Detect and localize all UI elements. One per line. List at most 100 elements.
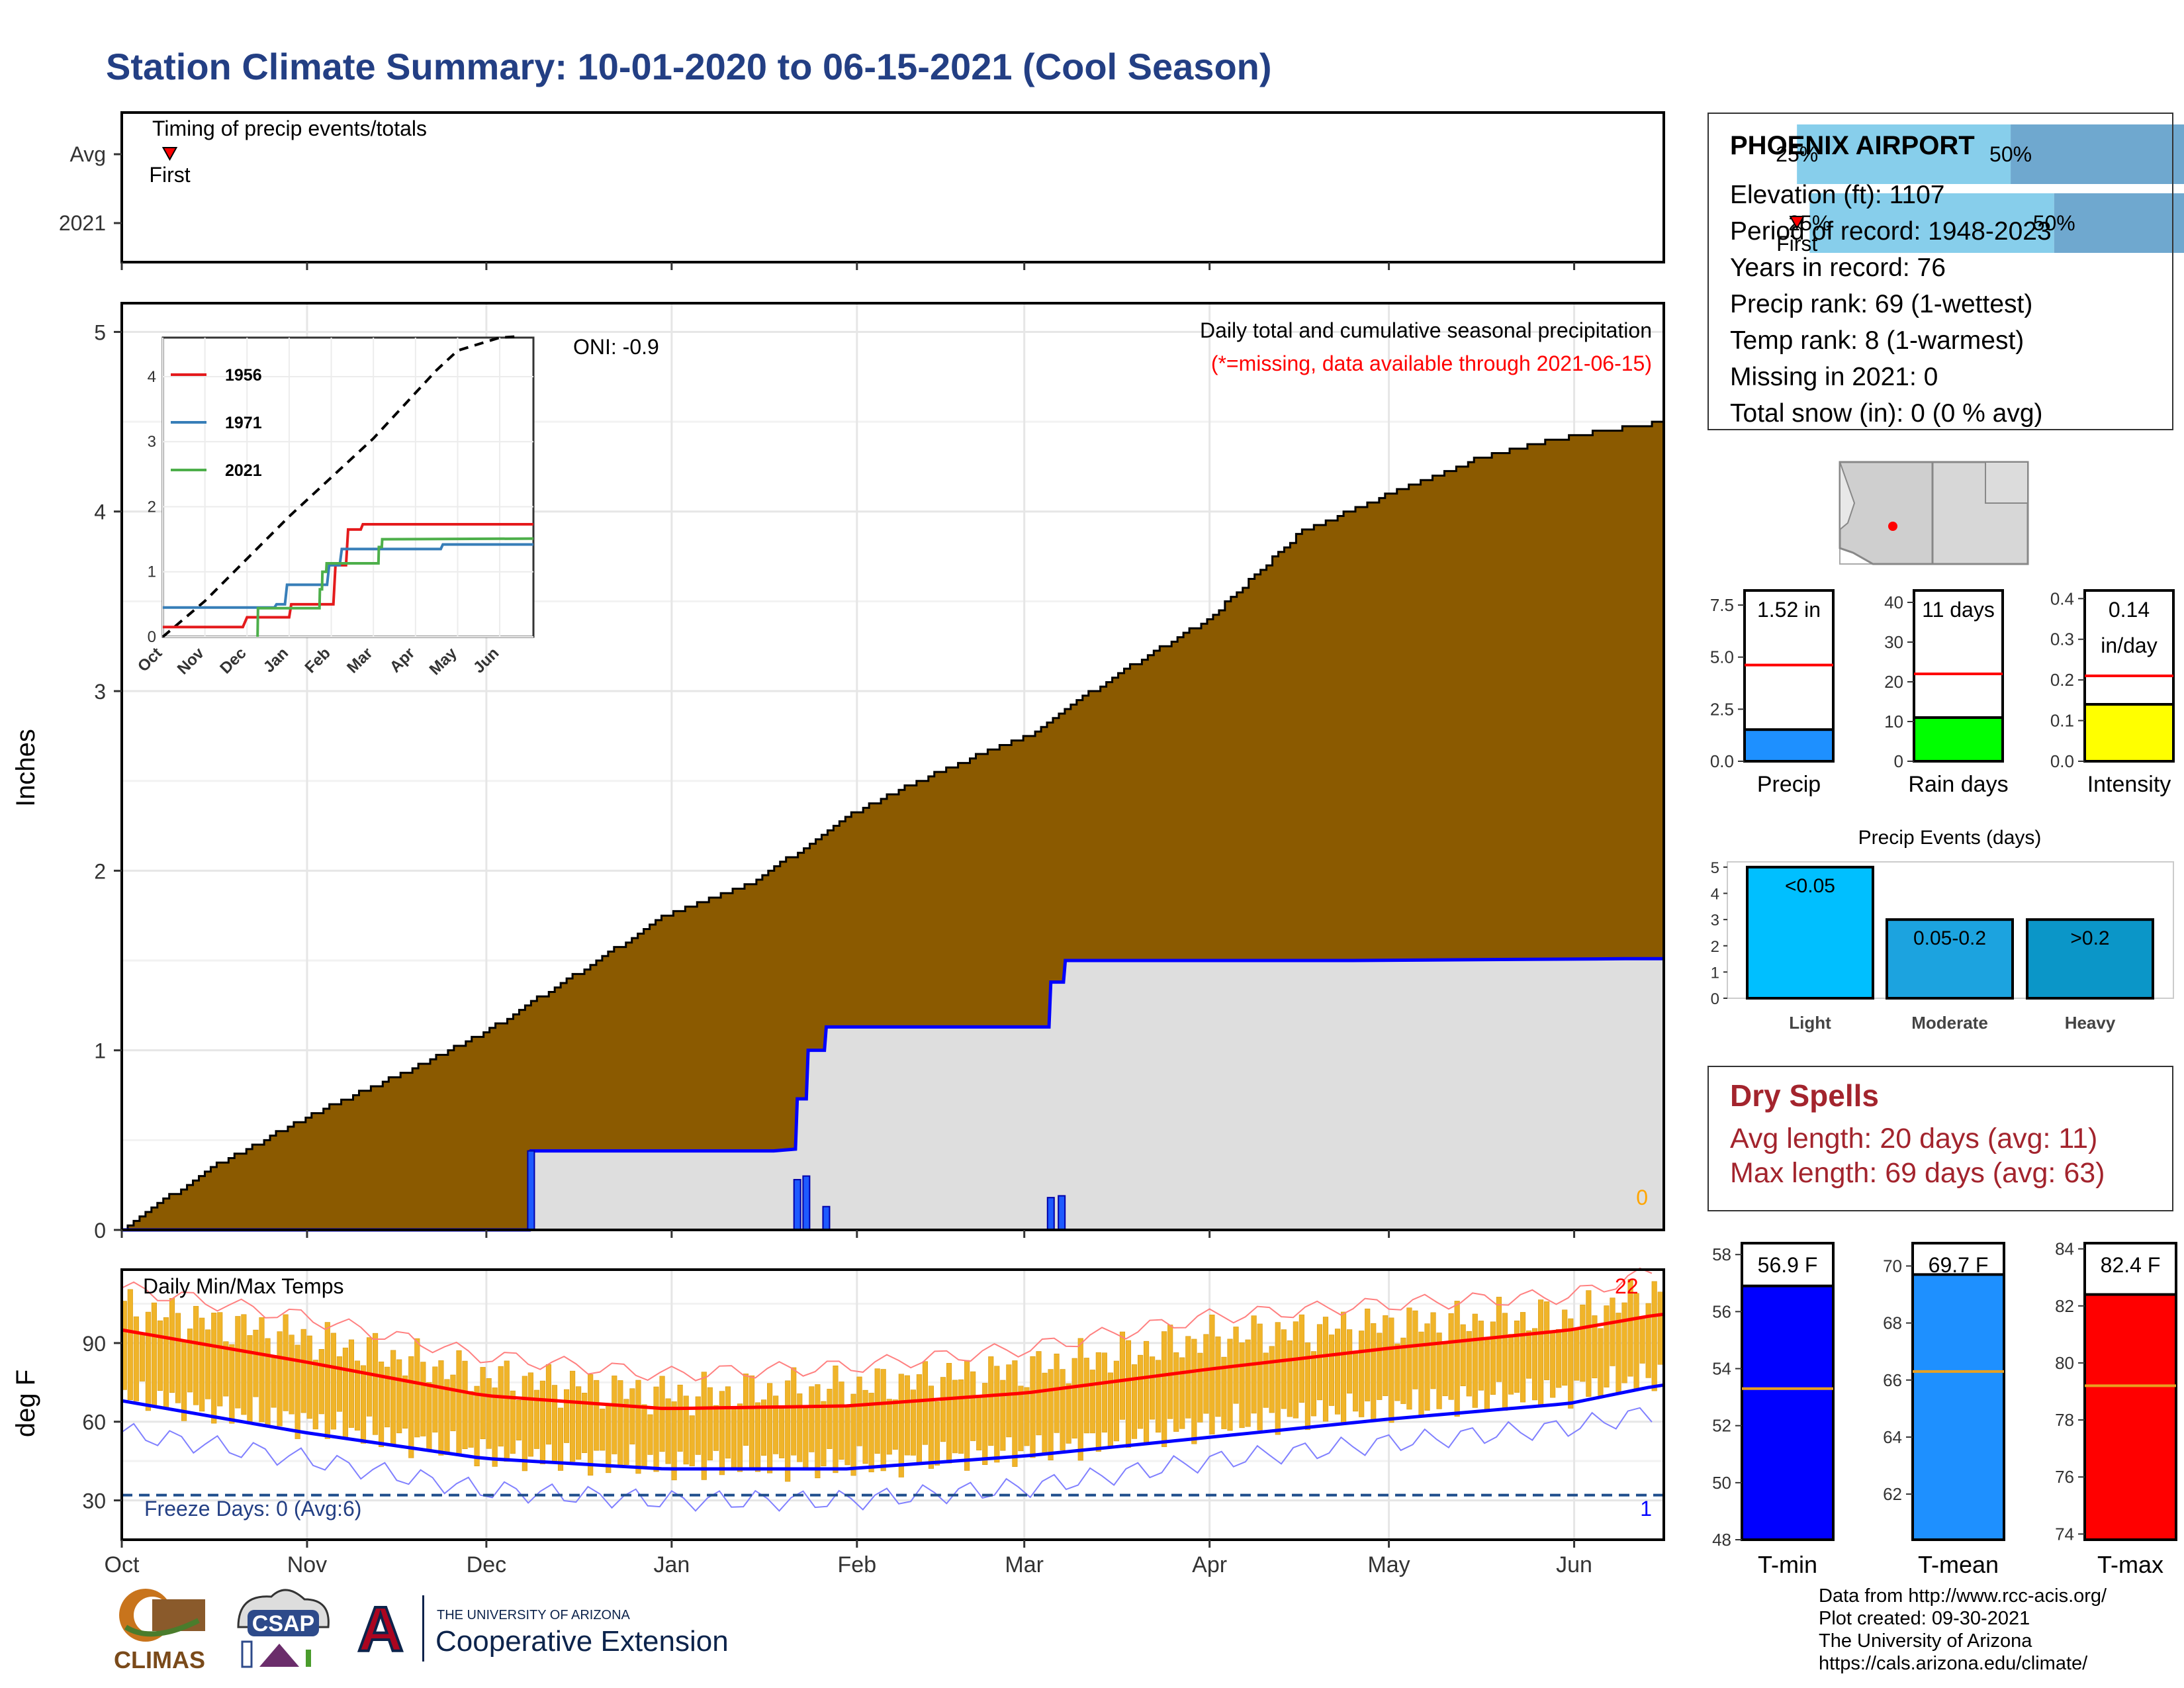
daily-temp-bar — [1580, 1304, 1586, 1382]
daily-temp-bar — [1371, 1323, 1377, 1420]
y-tick-label: 52 — [1712, 1416, 1731, 1436]
y-tick-label: 0 — [1711, 990, 1719, 1008]
inset-x-tick: Mar — [343, 644, 376, 677]
y-tick-label: 3 — [1711, 912, 1719, 929]
daily-temp-bar — [1520, 1312, 1526, 1403]
daily-temp-bar — [600, 1409, 606, 1451]
daily-temp-bar — [821, 1401, 827, 1467]
inset-y-tick: 2 — [148, 498, 156, 516]
daily-temp-bar — [898, 1374, 904, 1477]
daily-temp-bar — [1006, 1364, 1012, 1438]
daily-temp-bar — [1394, 1343, 1400, 1401]
mini-bar-label: Precip — [1757, 772, 1821, 797]
x-tick-label: May — [1367, 1552, 1410, 1577]
daily-temp-bar — [1161, 1331, 1167, 1447]
temp-bar-label: T-mean — [1918, 1551, 1999, 1578]
daily-precip-bar — [1046, 1197, 1055, 1231]
timing-marker-label: First — [1776, 232, 1817, 256]
precip-title: Daily total and cumulative seasonal prec… — [1200, 318, 1652, 342]
daily-temp-bar — [773, 1395, 779, 1454]
daily-temp-bar — [982, 1383, 988, 1466]
y-tick-label: 2.5 — [1710, 699, 1734, 719]
daily-temp-bar — [1568, 1318, 1574, 1409]
daily-temp-bar — [1131, 1364, 1138, 1439]
daily-temp-bar — [145, 1311, 151, 1411]
daily-temp-bar — [1066, 1383, 1071, 1444]
daily-temp-bar — [1604, 1305, 1610, 1387]
daily-temp-bar — [779, 1405, 785, 1458]
daily-temp-bar — [1221, 1356, 1227, 1429]
daily-temp-bar — [468, 1391, 474, 1448]
station-info-line: Total snow (in): 0 (0 % avg) — [1730, 399, 2043, 428]
daily-temp-bar — [1322, 1317, 1329, 1422]
daily-temp-bar — [1341, 1311, 1347, 1424]
daily-temp-bar — [731, 1407, 737, 1468]
daily-temp-bar — [761, 1399, 767, 1456]
temp-title: Daily Min/Max Temps — [143, 1274, 343, 1298]
timing-marker — [1789, 216, 1805, 230]
daily-temp-bar — [1645, 1303, 1651, 1378]
events-title: Precip Events (days) — [1858, 827, 2042, 849]
timing-panel: Timing of precip events/totals Avg 25% 50%… — [59, 111, 2184, 263]
daily-temp-bar — [707, 1387, 713, 1461]
daily-temp-bar — [1089, 1370, 1095, 1434]
daily-temp-bar — [677, 1384, 683, 1452]
daily-temp-bar — [450, 1374, 456, 1431]
daily-temp-bar — [671, 1401, 677, 1481]
daily-temp-bar — [1550, 1330, 1556, 1398]
daily-temp-bar — [964, 1360, 970, 1471]
daily-temp-bar — [306, 1335, 312, 1419]
daily-temp-bar — [1484, 1339, 1490, 1410]
x-tick-label: Nov — [287, 1552, 327, 1577]
daily-temp-bar — [492, 1387, 498, 1467]
daily-temp-bar — [235, 1316, 241, 1409]
daily-temp-bar — [1598, 1328, 1604, 1396]
daily-temp-bar — [1365, 1308, 1371, 1401]
y-tick-label: 0.3 — [2050, 630, 2074, 649]
timing-marker-label: First — [149, 163, 190, 187]
daily-temp-bar — [850, 1393, 856, 1476]
daily-temp-bar — [701, 1372, 707, 1480]
cum-2021-fill — [122, 959, 1664, 1230]
daily-temp-bar — [1257, 1323, 1263, 1430]
daily-temp-bar — [940, 1377, 946, 1442]
daily-temp-bar — [749, 1375, 755, 1471]
y-tick-label: 74 — [2055, 1524, 2074, 1544]
daily-temp-bar — [193, 1305, 199, 1405]
record-low-line — [121, 1407, 1653, 1512]
daily-temp-bar — [390, 1350, 396, 1445]
dry-spells-box: Dry Spells Avg length: 20 days (avg: 11)… — [1707, 1066, 2173, 1211]
daily-temp-bar — [1406, 1307, 1412, 1410]
mini-bar-value-label: 1.52 in — [1757, 598, 1821, 622]
temp-bar-value-label: 56.9 F — [1758, 1253, 1818, 1277]
inset-avg-line — [161, 335, 522, 638]
daily-temp-bar — [1490, 1321, 1496, 1395]
daily-temp-bar — [958, 1379, 964, 1454]
daily-temp-bar — [588, 1374, 594, 1476]
daily-temp-bar — [576, 1386, 582, 1460]
daily-temp-bar — [510, 1390, 516, 1454]
y-tick-label: 5 — [94, 320, 106, 344]
event-bar-label: >0.2 — [2070, 927, 2109, 949]
daily-precip-bar — [527, 1150, 535, 1231]
dry-spells-heading: Dry Spells — [1730, 1078, 1879, 1113]
daily-temp-bar — [874, 1368, 880, 1454]
daily-temp-bar — [1639, 1317, 1645, 1364]
daily-temp-bar — [414, 1338, 420, 1438]
timing-pct-label: 50% — [1989, 142, 2032, 166]
daily-temp-bar — [253, 1329, 259, 1397]
precip-panel: Daily total and cumulative seasonal prec… — [11, 302, 1665, 1243]
y-tick-label: 84 — [2055, 1239, 2074, 1259]
daily-temp-bar — [1478, 1321, 1484, 1391]
daily-temp-bar — [1448, 1313, 1454, 1400]
event-bar-label: 0.05-0.2 — [1913, 927, 1986, 949]
daily-temp-bar — [617, 1380, 623, 1468]
daily-temp-bar — [563, 1389, 570, 1443]
daily-temp-bar — [1657, 1291, 1663, 1365]
daily-temp-bar — [169, 1297, 175, 1393]
daily-temp-bar — [594, 1380, 600, 1451]
daily-temp-bar — [133, 1316, 139, 1401]
daily-temp-bar — [785, 1380, 791, 1482]
daily-temp-bar — [432, 1366, 438, 1432]
daily-temp-bar — [647, 1414, 653, 1455]
